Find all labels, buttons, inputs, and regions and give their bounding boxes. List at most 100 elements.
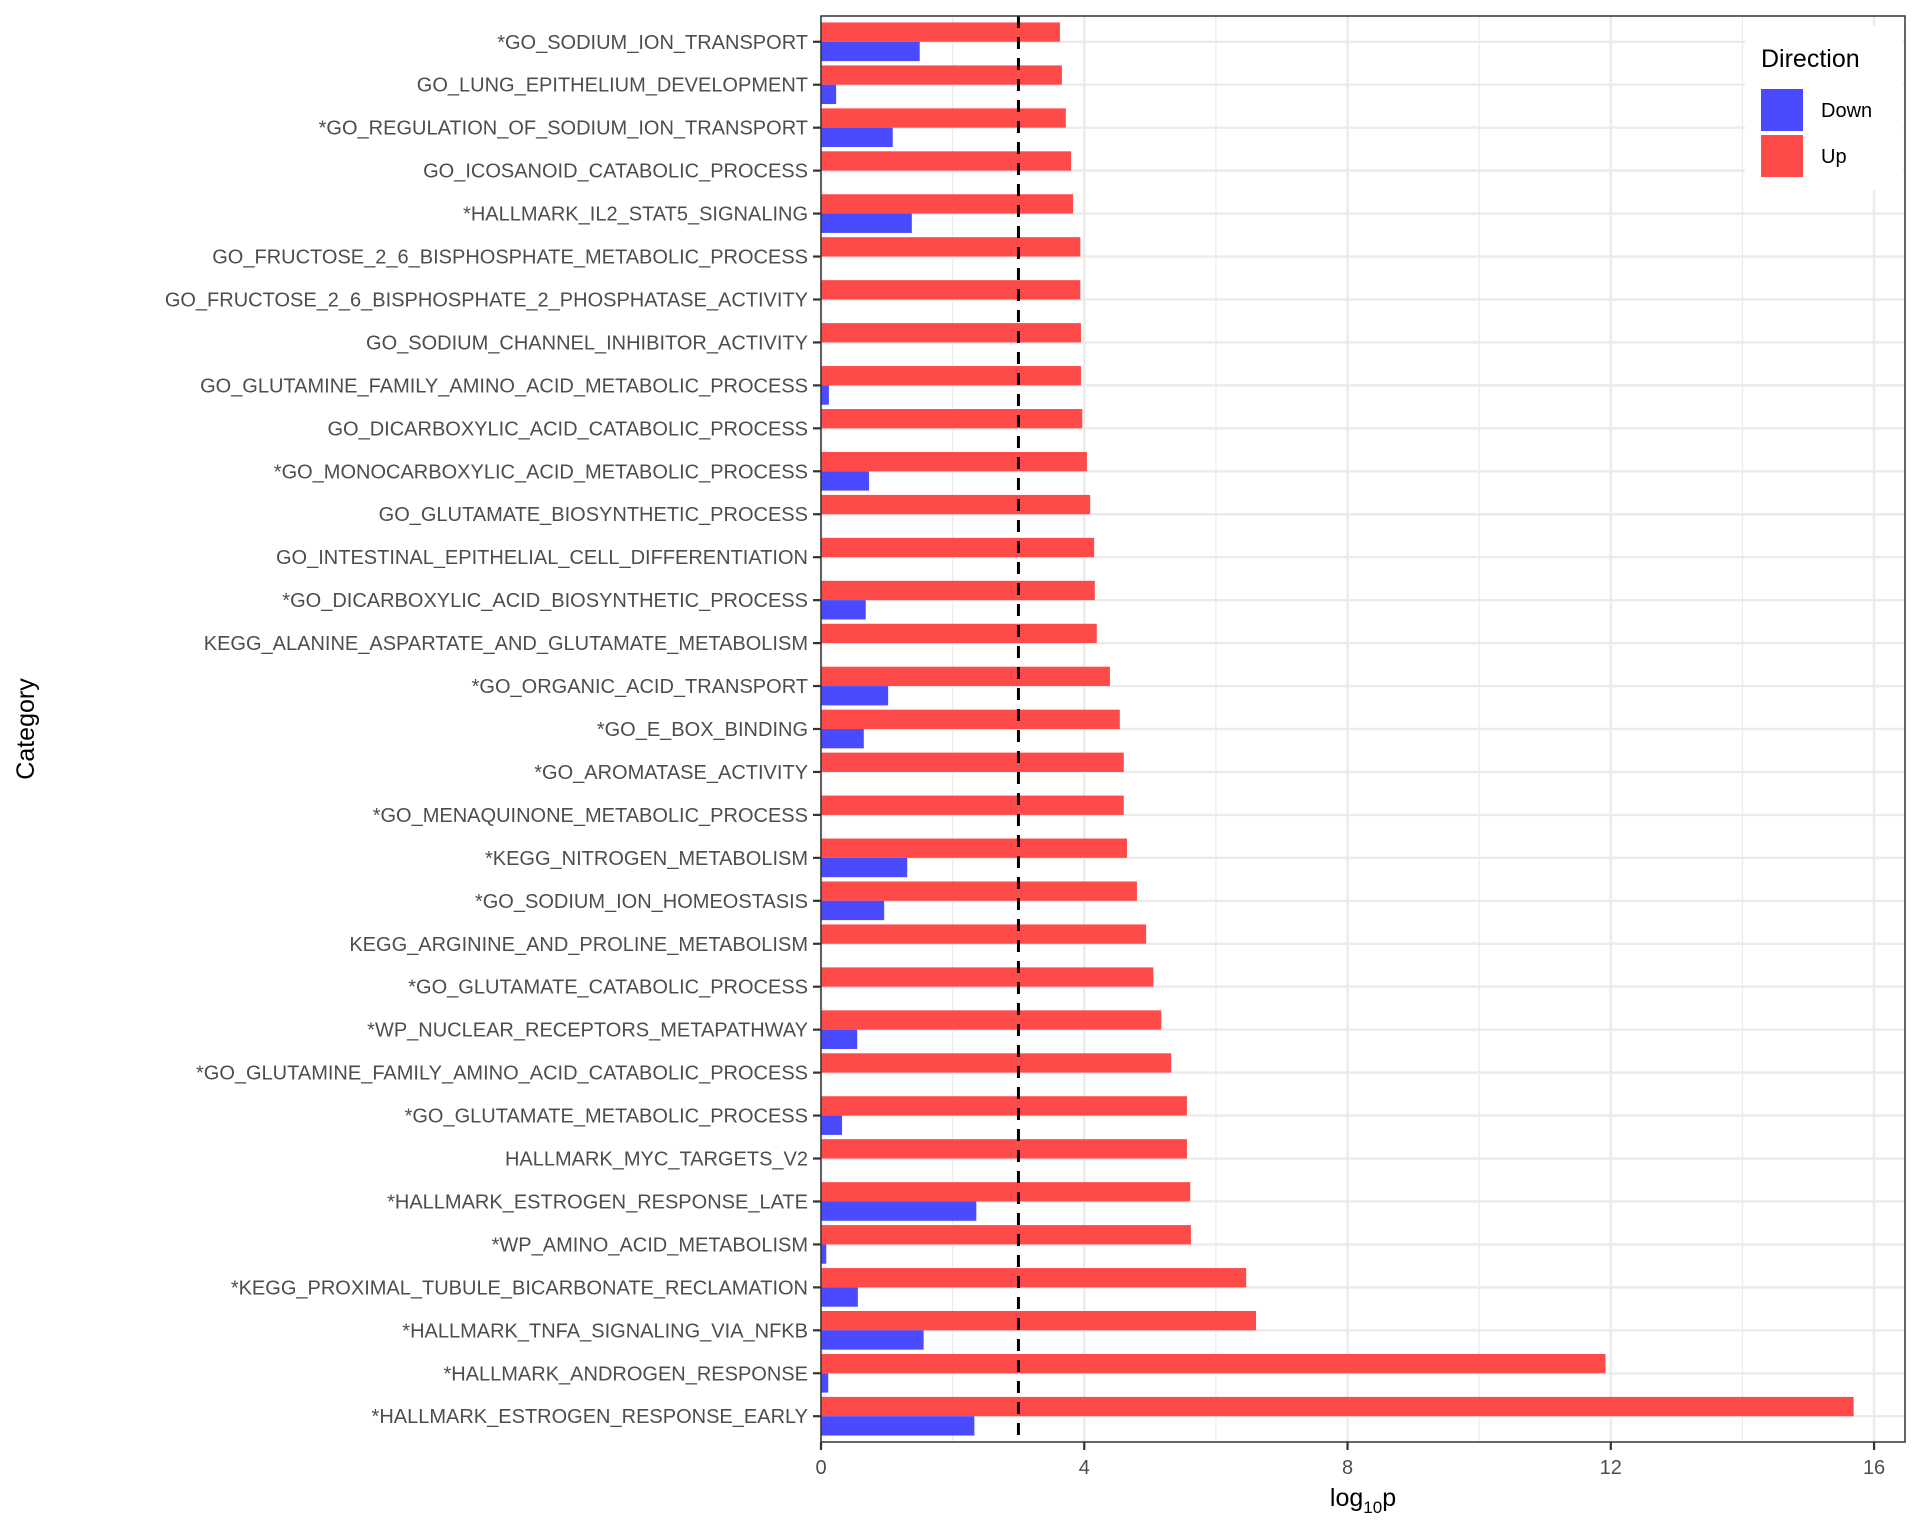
bar-up [821, 194, 1074, 214]
bar-down [821, 1373, 829, 1393]
bar-down [821, 1244, 827, 1264]
bar-up [821, 409, 1083, 429]
bar-up [821, 967, 1154, 987]
bar-up [821, 65, 1062, 85]
legend: Direction Down Up [1745, 26, 1903, 190]
bar-up [821, 151, 1072, 171]
y-tick-label: *GO_SODIUM_ION_TRANSPORT [497, 32, 808, 54]
x-axis-ticks: 0 4 8 12 16 [815, 1442, 1885, 1479]
bar-up [821, 108, 1066, 128]
bar-up [821, 1139, 1187, 1159]
bar-down [821, 1287, 858, 1307]
y-tick-label: *HALLMARK_ANDROGEN_RESPONSE [443, 1363, 808, 1385]
x-tick-label: 8 [1342, 1457, 1353, 1479]
y-tick-label: *GO_SODIUM_ION_HOMEOSTASIS [475, 891, 808, 913]
y-tick-label: GO_SODIUM_CHANNEL_INHIBITOR_ACTIVITY [366, 332, 808, 354]
bar-up [821, 451, 1087, 472]
bar-down [821, 471, 870, 491]
bar-up [821, 795, 1124, 815]
bar-up [821, 1310, 1257, 1331]
bar-up [821, 537, 1095, 558]
x-tick-label: 0 [815, 1457, 826, 1479]
y-tick-label: KEGG_ALANINE_ASPARTATE_AND_GLUTAMATE_MET… [204, 633, 808, 655]
bar-up [821, 924, 1147, 944]
y-tick-label: *GO_MONOCARBOXYLIC_ACID_METABOLIC_PROCES… [274, 461, 808, 483]
bar-down [821, 1201, 977, 1221]
bar-up [821, 494, 1091, 515]
bar-down [821, 84, 837, 105]
bar-up [821, 881, 1137, 901]
bar-up [821, 1053, 1172, 1073]
x-axis-title-subscript: 10 [1363, 1498, 1382, 1517]
y-tick-label: *HALLMARK_ESTROGEN_RESPONSE_EARLY [372, 1406, 808, 1428]
bar-up [821, 623, 1097, 644]
grid-lines [819, 16, 1905, 1442]
bar-up [821, 366, 1081, 386]
y-tick-label: *GO_GLUTAMATE_CATABOLIC_PROCESS [408, 977, 808, 999]
y-axis-ticks: *GO_SODIUM_ION_TRANSPORT GO_LUNG_EPITHELI… [165, 32, 821, 1428]
y-tick-label: *GO_AROMATASE_ACTIVITY [534, 762, 808, 784]
y-tick-label: GO_INTESTINAL_EPITHELIAL_CELL_DIFFERENTI… [276, 547, 808, 569]
y-tick-label: *GO_REGULATION_OF_SODIUM_ION_TRANSPORT [319, 118, 808, 140]
y-tick-label: GO_ICOSANOID_CATABOLIC_PROCESS [423, 161, 808, 183]
bar-down [821, 1416, 975, 1436]
bar-up [821, 838, 1128, 858]
bar-down [821, 686, 889, 706]
y-tick-label: GO_FRUCTOSE_2_6_BISPHOSPHATE_2_PHOSPHATA… [165, 289, 808, 311]
bar-down [821, 857, 908, 878]
bar-down [821, 729, 864, 749]
bar-up [821, 666, 1110, 687]
legend-label-down: Down [1821, 100, 1872, 122]
bar-down [821, 1029, 858, 1049]
bar-up [821, 1396, 1854, 1417]
x-tick-label: 12 [1600, 1457, 1622, 1479]
legend-key-up [1761, 135, 1803, 177]
y-tick-label: GO_LUNG_EPITHELIUM_DEVELOPMENT [417, 75, 808, 97]
bar-up [821, 1096, 1187, 1116]
y-axis-title: Category [12, 678, 40, 780]
y-tick-label: GO_GLUTAMINE_FAMILY_AMINO_ACID_METABOLIC… [200, 375, 808, 397]
bar-down [821, 900, 885, 921]
bar-down [821, 1115, 843, 1135]
bar-up [821, 237, 1081, 257]
y-tick-label: *KEGG_PROXIMAL_TUBULE_BICARBONATE_RECLAM… [231, 1277, 808, 1299]
bar-up [821, 1182, 1191, 1202]
y-tick-label: GO_GLUTAMATE_BIOSYNTHETIC_PROCESS [379, 504, 808, 526]
bar-up [821, 709, 1120, 729]
y-tick-label: HALLMARK_MYC_TARGETS_V2 [505, 1149, 808, 1171]
y-tick-label: *GO_GLUTAMINE_FAMILY_AMINO_ACID_CATABOLI… [196, 1063, 808, 1085]
y-tick-label: *GO_ORGANIC_ACID_TRANSPORT [472, 676, 808, 698]
y-tick-label: GO_FRUCTOSE_2_6_BISPHOSPHATE_METABOLIC_P… [212, 247, 808, 269]
bar-up [821, 1268, 1247, 1288]
bar-up [821, 580, 1095, 601]
y-tick-label: GO_DICARBOXYLIC_ACID_CATABOLIC_PROCESS [327, 418, 808, 440]
legend-title: Direction [1761, 45, 1860, 73]
bar-up [821, 752, 1124, 772]
y-tick-label: *GO_MENAQUINONE_METABOLIC_PROCESS [373, 805, 808, 827]
legend-key-down [1761, 89, 1803, 131]
y-tick-label: *HALLMARK_IL2_STAT5_SIGNALING [463, 204, 808, 226]
bar-up [821, 1010, 1162, 1030]
y-tick-label: *HALLMARK_ESTROGEN_RESPONSE_LATE [387, 1191, 808, 1213]
x-axis-title-base: log [1330, 1484, 1363, 1512]
x-tick-label: 16 [1863, 1457, 1885, 1479]
bar-up [821, 280, 1081, 300]
bar-up [821, 323, 1081, 343]
bar-down [821, 127, 893, 148]
bar-down [821, 600, 866, 620]
x-axis-title: log10p [1330, 1484, 1396, 1517]
bar-up [821, 1353, 1606, 1374]
bar-down [821, 385, 829, 405]
bar-down [821, 213, 912, 233]
legend-label-up: Up [1821, 146, 1847, 168]
y-tick-label: *KEGG_NITROGEN_METABOLISM [485, 848, 808, 870]
y-tick-label: *GO_DICARBOXYLIC_ACID_BIOSYNTHETIC_PROCE… [282, 590, 808, 612]
y-tick-label: *GO_GLUTAMATE_METABOLIC_PROCESS [405, 1106, 808, 1128]
bar-down [821, 1330, 924, 1350]
y-tick-label: *WP_AMINO_ACID_METABOLISM [492, 1234, 808, 1256]
bar-down [821, 41, 920, 62]
bar-up [821, 1225, 1191, 1245]
y-tick-label: KEGG_ARGININE_AND_PROLINE_METABOLISM [349, 934, 808, 956]
x-tick-label: 4 [1079, 1457, 1090, 1479]
